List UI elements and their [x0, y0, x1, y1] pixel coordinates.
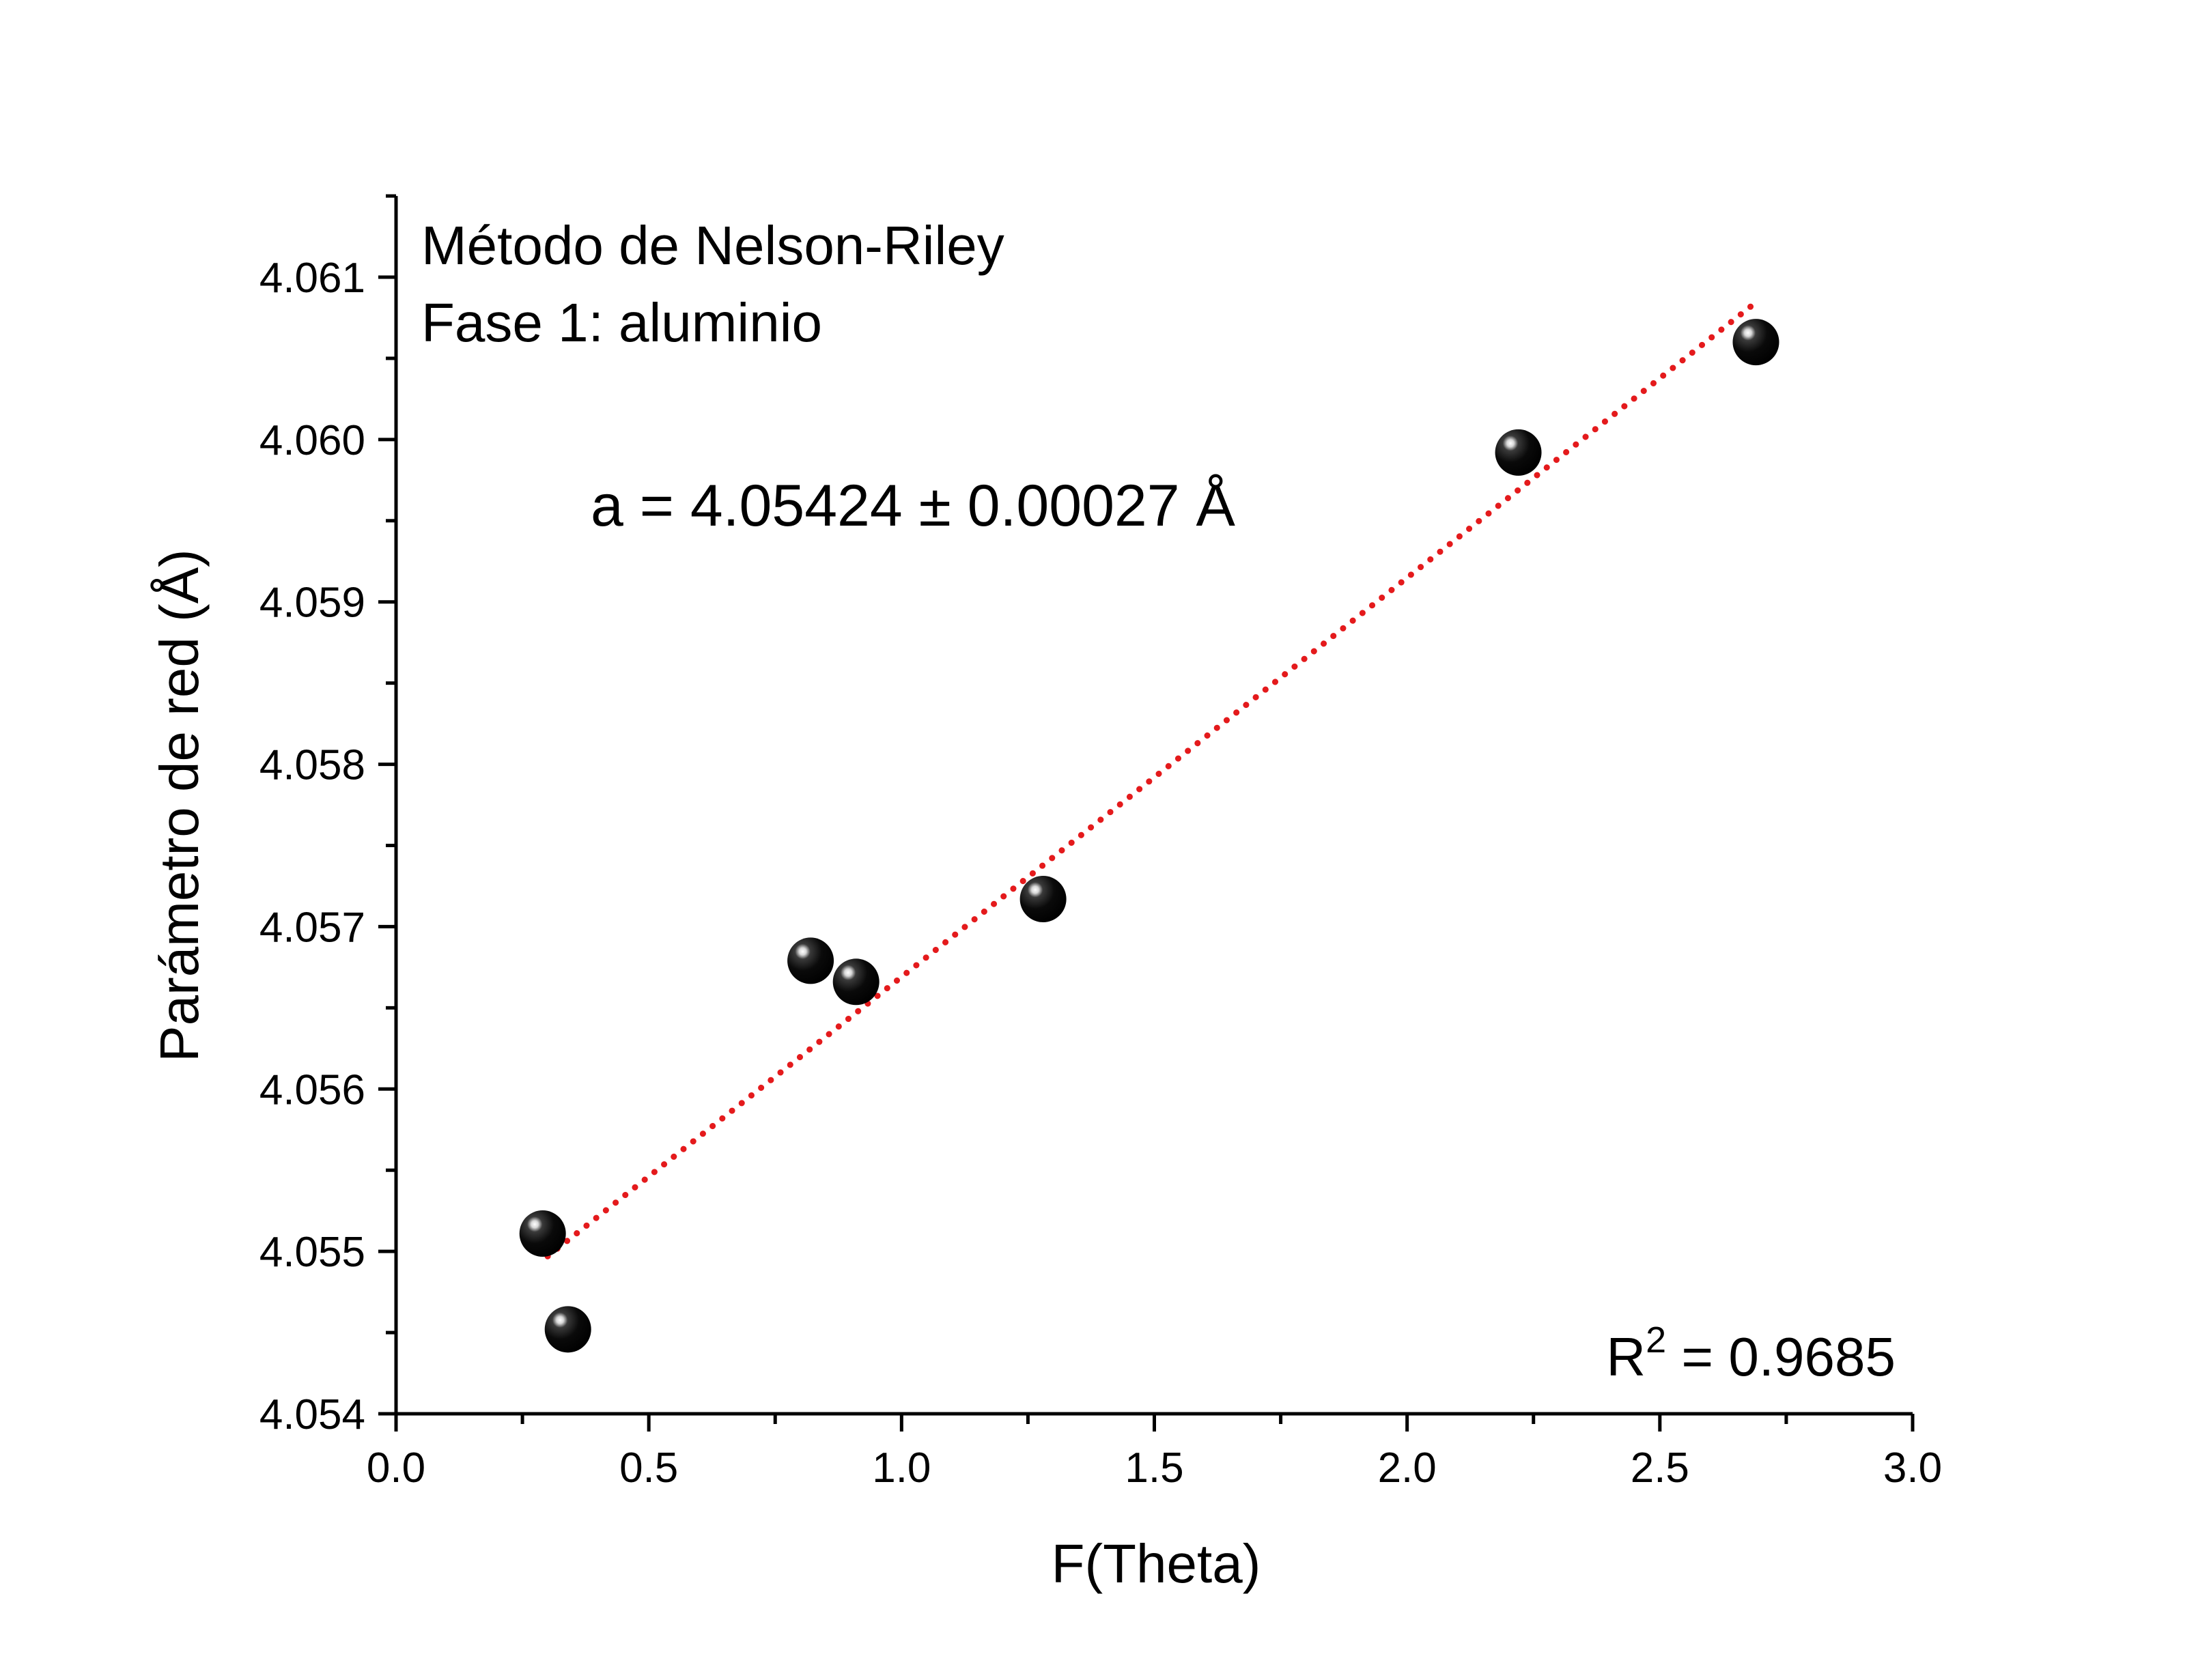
y-tick-label: 4.059 [259, 580, 365, 627]
annotation-lattice-result: a = 4.05424 ± 0.00027 Å [591, 473, 1235, 539]
y-tick-label: 4.060 [259, 417, 365, 464]
data-point [544, 1306, 591, 1353]
data-point [787, 937, 834, 984]
data-point [1495, 429, 1542, 476]
data-point [832, 958, 879, 1006]
x-tick-label: 3.0 [1883, 1444, 1942, 1492]
x-tick-label: 0.0 [367, 1444, 425, 1492]
data-point [519, 1210, 566, 1257]
annotation-r2: R2 = 0.9685 [1606, 1320, 1896, 1387]
annotation-phase: Fase 1: aluminio [421, 292, 822, 353]
r2-value: = 0.9685 [1666, 1326, 1896, 1387]
x-axis-label: F(Theta) [1052, 1533, 1261, 1594]
x-tick-label: 1.5 [1125, 1444, 1183, 1492]
y-tick-label: 4.057 [259, 904, 365, 951]
fit-line [544, 303, 1754, 1259]
y-tick-label: 4.055 [259, 1229, 365, 1276]
y-axis-label: Parámetro de red (Å) [149, 549, 210, 1062]
y-tick-label: 4.054 [259, 1391, 365, 1438]
y-tick-label: 4.058 [259, 742, 365, 789]
y-tick-label: 4.056 [259, 1066, 365, 1113]
r2-label: R [1606, 1326, 1646, 1387]
annotation-method: Método de Nelson-Riley [421, 215, 1004, 276]
data-point [1019, 875, 1067, 922]
x-tick-label: 0.5 [619, 1444, 678, 1492]
plot-area: 0.0 0.5 1.0 1.5 2.0 2.5 3.0 4.054 4.055 4.056 4.05… [259, 194, 1942, 1492]
x-tick-label: 1.0 [872, 1444, 931, 1492]
y-tick-label: 4.061 [259, 255, 365, 302]
x-tick-label: 2.5 [1631, 1444, 1689, 1492]
r2-superscript: 2 [1646, 1320, 1666, 1361]
data-point [1732, 319, 1779, 366]
x-tick-label: 2.0 [1378, 1444, 1437, 1492]
